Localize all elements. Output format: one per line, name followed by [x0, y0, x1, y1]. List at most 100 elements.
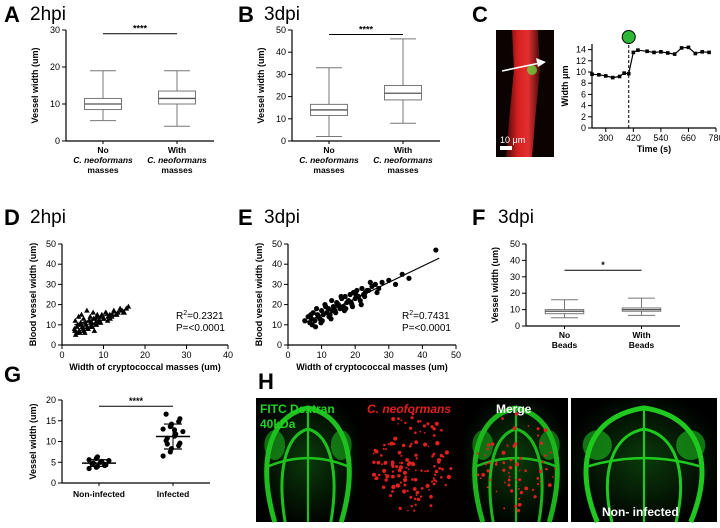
merge-neoformans-dot: [515, 478, 518, 481]
chart-c-point: [686, 45, 691, 50]
chart-c-y-tick-label: 6: [581, 89, 586, 99]
neoformans-dot: [397, 417, 400, 420]
chart-e-point: [374, 289, 380, 296]
chart-d-x-axis-label: Width of cryptococcal masses (um): [69, 362, 220, 372]
fish-vessel-group: [582, 405, 706, 523]
neoformans-dot: [409, 495, 413, 499]
chart-a-category-label: masses: [161, 165, 192, 175]
neoformans-dot: [446, 474, 452, 480]
chart-f-y-tick-label: 20: [510, 288, 520, 298]
panel-title-e: 3dpi: [264, 207, 300, 228]
fish-cross-vessel: [268, 456, 348, 468]
chart-d-point: [72, 327, 78, 333]
merge-neoformans-dot: [515, 462, 520, 467]
chart-c-point: [707, 50, 711, 55]
micrograph-c-scale-label: 10 μm: [500, 135, 525, 145]
merge-neoformans-dot: [476, 452, 479, 455]
merge-neoformans-dot: [510, 489, 514, 493]
chart-e-y-axis-label: Blood vessel width (um): [254, 243, 264, 347]
neoformans-dot: [442, 455, 445, 458]
merge-neoformans-dot: [494, 463, 498, 466]
neoformans-dot: [403, 477, 408, 483]
neoformans-dot: [412, 487, 417, 491]
chart-c-y-tick-label: 12: [576, 56, 586, 66]
merge-neoformans-dot: [536, 477, 540, 480]
chart-d-point: [111, 307, 117, 313]
chart-g-category-label: Non-infected: [73, 489, 125, 499]
chart-a-y-tick-label: 30: [50, 25, 60, 35]
chart-e-point: [312, 324, 319, 330]
neoformans-dot: [382, 447, 385, 450]
chart-c-y-tick-label: 8: [581, 78, 586, 88]
neoformans-dot: [420, 469, 423, 472]
chart-e-point: [342, 293, 348, 300]
neoformans-dot: [382, 468, 387, 473]
chart-d-point: [74, 323, 80, 329]
merge-neoformans-dot: [512, 426, 517, 431]
chart-a-box: [158, 90, 196, 105]
neoformans-dot: [402, 470, 407, 475]
neoformans-dot: [381, 485, 386, 489]
chart-e-point: [313, 306, 320, 312]
neoformans-dot: [430, 425, 434, 429]
chart-e-point: [341, 308, 348, 314]
neoformans-dot: [435, 480, 438, 483]
chart-d-r-squared: R2=0.2321: [176, 310, 224, 322]
fish-outer-vessel: [264, 405, 352, 523]
chart-g-point: [86, 465, 92, 472]
chart-d-point: [125, 303, 132, 309]
chart-f-category-label: With: [632, 330, 650, 340]
chart-c-y-axis-label: Width μm: [560, 66, 570, 107]
merge-neoformans-dot: [476, 473, 480, 477]
panel-title-b: 3dpi: [264, 4, 300, 25]
chart-d-x-tick-label: 0: [59, 350, 64, 360]
chart-g-y-tick-label: 20: [46, 395, 56, 405]
chart-b-category-label: masses: [387, 165, 418, 175]
chart-e-x-tick-label: 30: [384, 350, 394, 360]
chart-c-point: [700, 50, 705, 54]
neoformans-dot: [423, 442, 428, 447]
chart-d: 0 10 20 30 40 50 Blood vessel width (um) 0 10 20 3…: [28, 239, 233, 372]
neoformans-dot: [429, 504, 433, 507]
chart-f-y-axis-label: Vessel width (um): [490, 247, 500, 323]
neoformans-dot: [385, 448, 388, 451]
chart-g-point: [86, 457, 92, 463]
chart-c-point: [693, 51, 698, 56]
neoformans-dot: [426, 469, 429, 473]
chart-b-y-tick-label: 50: [276, 25, 286, 35]
merge-neoformans-dot: [502, 461, 506, 465]
merge-neoformans-dot: [508, 475, 511, 478]
neoformans-dot: [432, 482, 436, 486]
chart-f-significance-stars: *: [601, 260, 605, 270]
chart-g-y-tick-label: 5: [51, 457, 56, 467]
neoformans-dot: [391, 484, 396, 490]
panel-letter-e: E: [238, 205, 253, 230]
merge-neoformans-dot: [517, 488, 520, 490]
merge-neoformans-dot: [495, 461, 498, 464]
chart-e-point: [433, 247, 439, 253]
label-fitc-dextran: FITC Dextran: [260, 402, 335, 416]
micrograph-c-arrow-head: [536, 58, 546, 67]
merge-neoformans-dot: [547, 483, 552, 487]
chart-e-point: [329, 297, 335, 304]
chart-b-category-label: C. neoformans: [373, 155, 433, 165]
neoformans-dot: [398, 506, 402, 510]
merge-neoformans-dot: [518, 497, 521, 500]
chart-a-category-label: With: [168, 145, 186, 155]
neoformans-dot: [413, 497, 417, 501]
merge-neoformans-dot: [495, 490, 498, 493]
neoformans-dot: [392, 442, 396, 446]
chart-b-category-label: With: [394, 145, 412, 155]
label-40kda: 40kDa: [260, 417, 296, 431]
merge-neoformans-dot: [527, 425, 530, 427]
chart-d-point: [87, 313, 94, 319]
neoformans-dot: [399, 462, 401, 464]
merge-neoformans-dot: [485, 463, 488, 466]
chart-c-y-tick-label: 14: [576, 45, 586, 55]
neoformans-dot: [400, 461, 404, 465]
neoformans-dot: [395, 465, 399, 469]
fish-outer-vessel: [583, 405, 705, 523]
neoformans-dot: [400, 454, 403, 457]
